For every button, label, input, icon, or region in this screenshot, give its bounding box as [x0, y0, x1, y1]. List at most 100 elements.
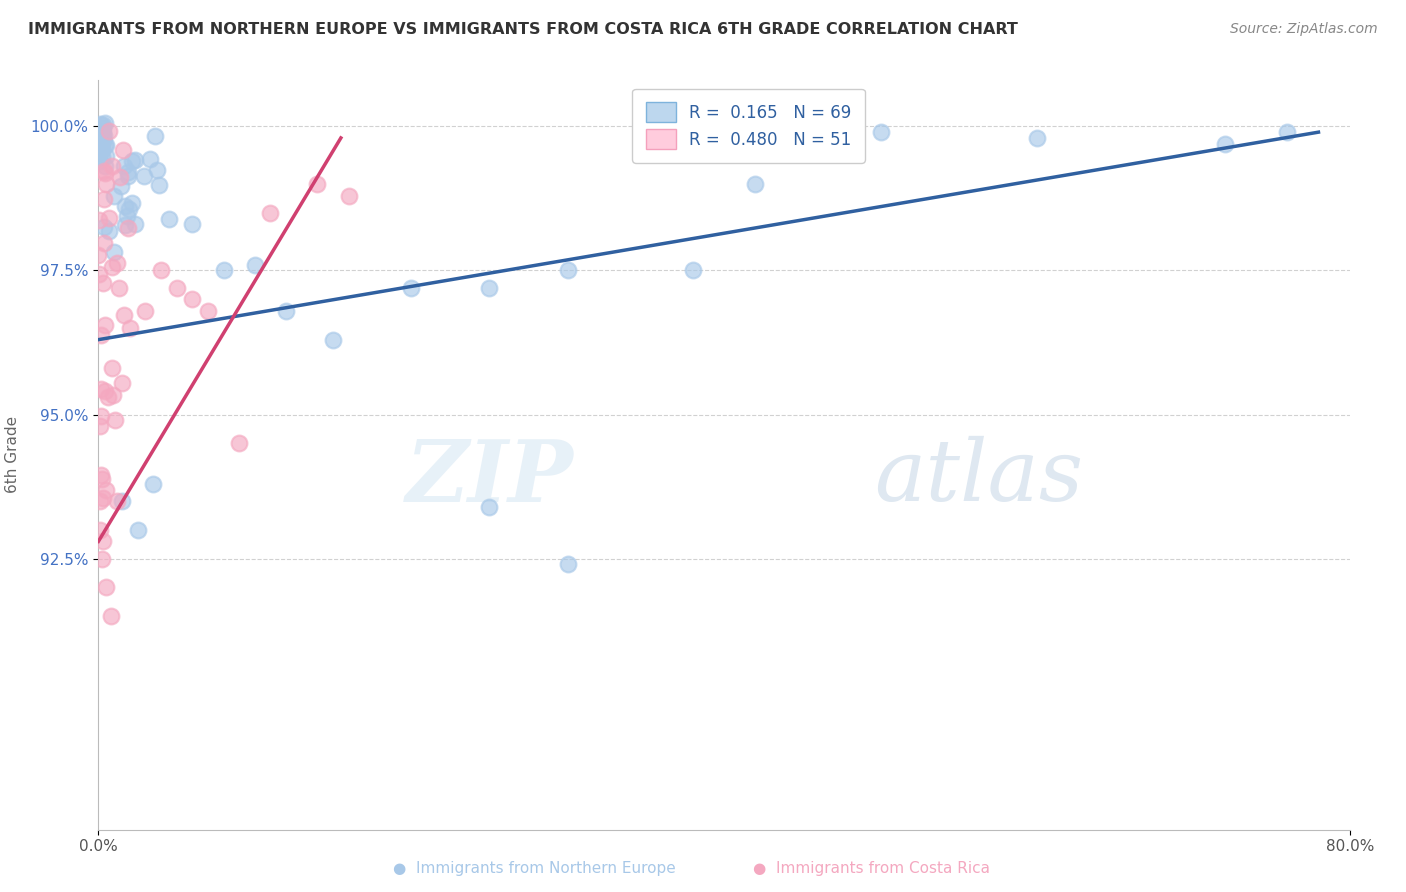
- Point: [103, 245, 125, 260]
- Point: [90, 143, 112, 157]
- Point: [94, 159, 117, 173]
- Point: [91, 277, 114, 291]
- Point: [90, 409, 112, 423]
- Text: ZIP: ZIP: [406, 435, 574, 519]
- Point: [259, 206, 281, 220]
- Point: [181, 218, 204, 232]
- Point: [91, 471, 114, 485]
- Point: [139, 152, 162, 166]
- Point: [121, 154, 143, 169]
- Point: [1213, 136, 1236, 151]
- Point: [105, 256, 128, 270]
- Point: [118, 202, 141, 216]
- Point: [91, 534, 114, 549]
- Point: [478, 281, 501, 295]
- Point: [118, 321, 141, 335]
- Point: [114, 218, 136, 232]
- Point: [124, 217, 146, 231]
- Point: [89, 153, 111, 168]
- Point: [98, 224, 121, 238]
- Point: [97, 391, 120, 405]
- Point: [111, 143, 134, 157]
- Point: [90, 551, 112, 566]
- Point: [127, 523, 149, 537]
- Point: [117, 169, 139, 183]
- Point: [132, 169, 155, 183]
- Point: [146, 162, 169, 177]
- Text: ●  Immigrants from Costa Rica: ● Immigrants from Costa Rica: [754, 861, 990, 876]
- Point: [87, 267, 110, 281]
- Point: [115, 209, 138, 223]
- Point: [93, 235, 115, 250]
- Point: [94, 384, 117, 398]
- Point: [91, 132, 114, 146]
- Point: [117, 165, 139, 179]
- Point: [93, 116, 115, 130]
- Point: [337, 188, 360, 202]
- Point: [166, 281, 188, 295]
- Point: [94, 483, 117, 497]
- Point: [93, 166, 115, 180]
- Point: [90, 136, 112, 150]
- Point: [91, 125, 114, 139]
- Point: [94, 149, 117, 163]
- Y-axis label: 6th Grade: 6th Grade: [4, 417, 20, 493]
- Point: [307, 177, 329, 191]
- Point: [744, 177, 766, 191]
- Point: [114, 199, 136, 213]
- Point: [124, 153, 146, 168]
- Point: [97, 124, 120, 138]
- Point: [89, 418, 111, 433]
- Point: [96, 581, 118, 595]
- Point: [89, 117, 111, 131]
- Point: [143, 129, 166, 144]
- Point: [108, 281, 131, 295]
- Point: [112, 308, 135, 322]
- Point: [557, 263, 579, 277]
- Point: [93, 491, 115, 505]
- Point: [104, 413, 127, 427]
- Point: [100, 609, 122, 624]
- Point: [105, 494, 128, 508]
- Point: [478, 500, 501, 514]
- Point: [94, 138, 117, 153]
- Point: [1026, 131, 1049, 145]
- Point: [90, 328, 112, 343]
- Point: [401, 281, 423, 295]
- Text: IMMIGRANTS FROM NORTHERN EUROPE VS IMMIGRANTS FROM COSTA RICA 6TH GRADE CORRELAT: IMMIGRANTS FROM NORTHERN EUROPE VS IMMIG…: [28, 22, 1018, 37]
- Point: [243, 258, 266, 272]
- Point: [90, 467, 112, 482]
- Point: [682, 263, 704, 277]
- Point: [90, 143, 112, 157]
- Point: [142, 476, 165, 491]
- Point: [181, 293, 204, 307]
- Point: [87, 248, 110, 262]
- Point: [94, 318, 117, 332]
- Point: [103, 189, 125, 203]
- Point: [93, 163, 115, 178]
- Point: [94, 137, 117, 152]
- Point: [94, 177, 117, 191]
- Point: [90, 382, 112, 396]
- Point: [89, 137, 111, 152]
- Point: [93, 135, 115, 149]
- Point: [101, 159, 124, 173]
- Point: [91, 150, 114, 164]
- Point: [101, 388, 124, 402]
- Point: [110, 179, 132, 194]
- Legend: R =  0.165   N = 69, R =  0.480   N = 51: R = 0.165 N = 69, R = 0.480 N = 51: [633, 88, 865, 162]
- Point: [197, 303, 219, 318]
- Point: [98, 211, 121, 225]
- Point: [101, 361, 124, 376]
- Point: [93, 128, 115, 143]
- Point: [87, 213, 110, 227]
- Point: [101, 260, 124, 274]
- Point: [111, 494, 134, 508]
- Point: [89, 523, 111, 537]
- Point: [112, 159, 135, 173]
- Point: [228, 436, 250, 450]
- Point: [121, 195, 143, 210]
- Point: [869, 125, 891, 139]
- Point: [557, 558, 579, 572]
- Point: [1277, 125, 1299, 139]
